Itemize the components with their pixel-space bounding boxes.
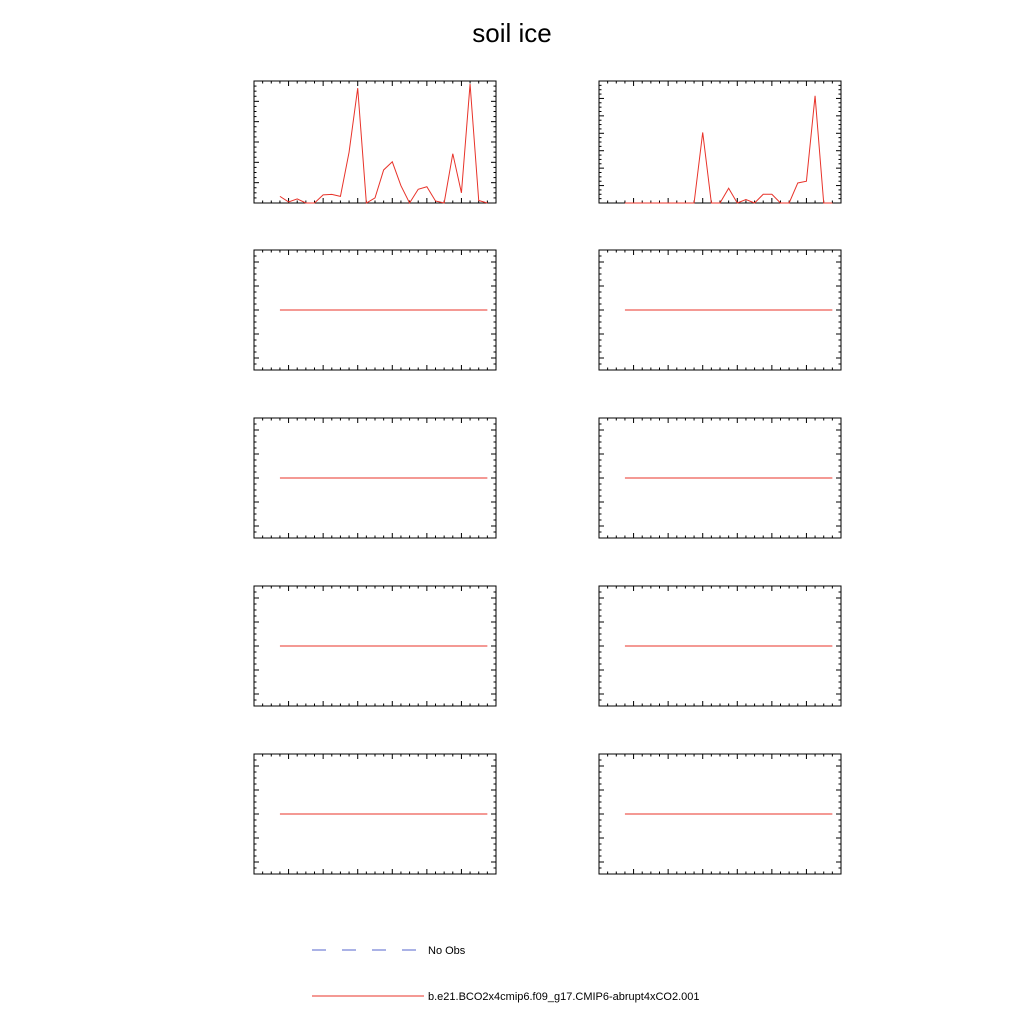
panel-8 (598, 585, 842, 707)
panel-10 (598, 753, 842, 875)
panel-5 (253, 417, 497, 539)
panel-1 (253, 80, 497, 205)
panel-2 (598, 80, 842, 204)
main-title: soil ice (472, 18, 551, 48)
legend: No Obs b.e21.BCO2x4cmip6.f09_g17.CMIP6-a… (312, 945, 700, 1003)
series-line (279, 84, 488, 205)
panel-6 (598, 417, 842, 539)
legend-label-model: b.e21.BCO2x4cmip6.f09_g17.CMIP6-abrupt4x… (428, 991, 700, 1003)
series-line (624, 95, 833, 204)
panel-7 (253, 585, 497, 707)
plot-frame (598, 80, 842, 204)
legend-label-no-obs: No Obs (428, 945, 466, 957)
panel-4 (598, 249, 842, 371)
panel-3 (253, 249, 497, 371)
panel-9 (253, 753, 497, 875)
panels (253, 80, 842, 875)
